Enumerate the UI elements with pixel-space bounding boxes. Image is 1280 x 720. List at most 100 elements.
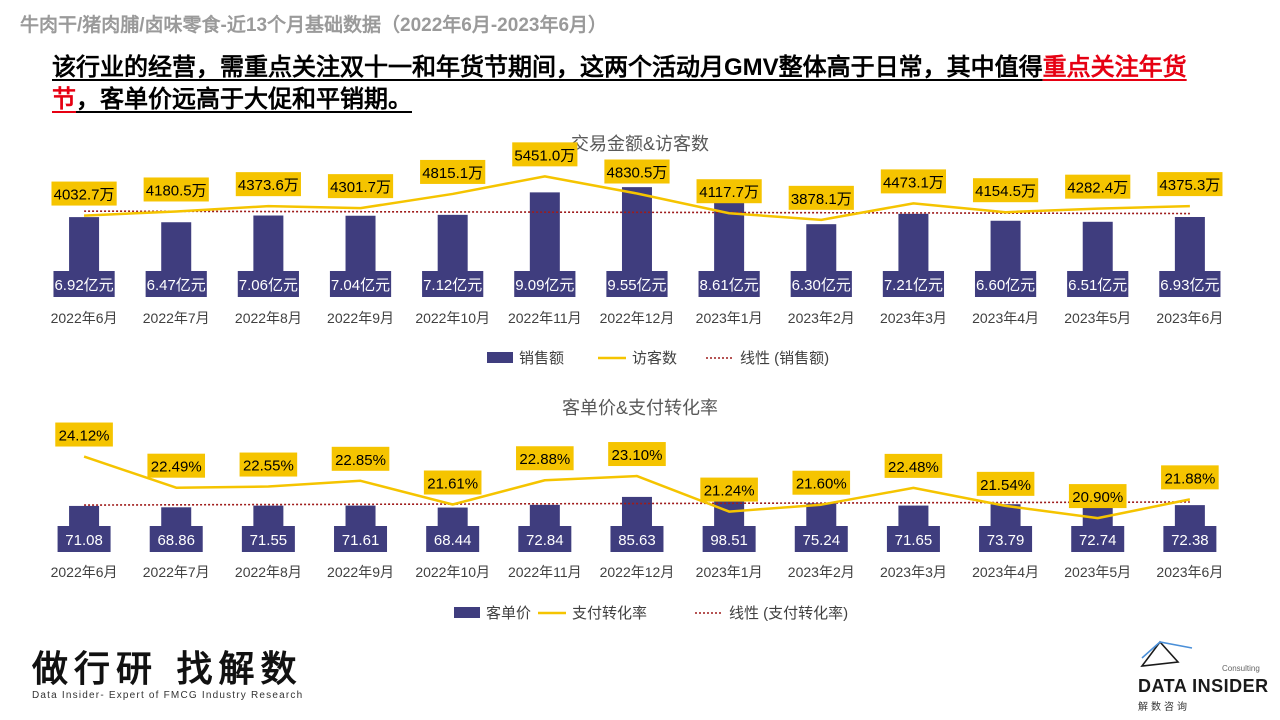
chart-1-bar-label-0: 71.08 [65, 532, 103, 549]
chart-0-line-label-bg-6 [604, 159, 670, 184]
chart-1-line-label-bg-3 [331, 446, 390, 471]
logo-consulting: Consulting [1222, 664, 1260, 673]
chart-1-bar-label-3: 71.61 [342, 532, 380, 549]
data-insider-logo: Consulting DATA INSIDER 解数咨询 [1130, 636, 1270, 716]
chart-0-line-label-10: 4154.5万 [975, 183, 1036, 200]
chart-0-category-10: 2023年4月 [972, 310, 1039, 326]
chart-0-bar-label-3: 7.04亿元 [331, 277, 390, 294]
page-subtitle: 牛肉干/猪肉脯/卤味零食-近13个月基础数据（2022年6月-2023年6月） [20, 15, 608, 36]
chart-1-line-label-2: 22.55% [243, 458, 294, 475]
chart-1-line-label-9: 22.48% [888, 459, 939, 476]
chart-1-bar-label-bg-1 [149, 526, 203, 552]
chart-0-category-1: 2022年7月 [143, 310, 210, 326]
chart-1-bar-label-10: 73.79 [987, 532, 1025, 549]
chart-1-category-5: 2022年11月 [508, 564, 582, 580]
chart-1-bar-label-bg-2 [241, 526, 295, 552]
chart-1-line-label-bg-9 [884, 453, 943, 478]
chart-1-bar-label-4: 68.44 [434, 532, 472, 549]
chart-1-line-label-bg-0 [55, 422, 113, 447]
chart-0-bar-label-bg-12 [1159, 271, 1221, 297]
chart-0-bar-label-bg-10 [974, 271, 1037, 297]
chart-0-line-label-bg-9 [880, 169, 947, 194]
chart-1-category-4: 2022年10月 [415, 564, 490, 580]
chart-1-bar-label-bg-5 [518, 526, 572, 552]
chart-0-bar-label-6: 9.55亿元 [607, 277, 666, 294]
chart-1-category-12: 2023年6月 [1156, 564, 1223, 580]
chart-0-bar-label-5: 9.09亿元 [515, 277, 574, 294]
chart-1-line-label-bg-5 [516, 446, 574, 471]
chart-0-line-label-bg-7 [696, 179, 762, 204]
chart-0-line-label-12: 4375.3万 [1159, 177, 1220, 194]
chart-1-line-label-bg-10 [976, 471, 1035, 496]
chart-0-line-label-9: 4473.1万 [883, 174, 944, 191]
chart-1-category-2: 2022年8月 [235, 564, 302, 580]
chart-1-bar-label-bg-4 [426, 526, 480, 552]
chart-0-bar-label-bg-1 [145, 271, 207, 297]
headline: 该行业的经营，需重点关注双十一和年货节期间，这两个活动月GMV整体高于日常，其中… [52, 52, 1232, 116]
chart-0-bar-label-12: 6.93亿元 [1160, 277, 1219, 294]
chart-0-line-label-bg-2 [235, 172, 301, 197]
chart-0-category-7: 2023年1月 [696, 310, 763, 326]
chart-1-line-label-11: 20.90% [1072, 489, 1123, 506]
chart-1-category-1: 2022年7月 [143, 564, 210, 580]
chart-1-line-label-6: 23.10% [612, 447, 663, 464]
chart-1-line-label-3: 22.85% [335, 452, 386, 469]
chart-1-line-label-1: 22.49% [151, 459, 202, 476]
logo-name: DATA INSIDER [1138, 676, 1269, 696]
logo-cn: 解数咨询 [1138, 702, 1190, 713]
headline-text-1: 该行业的经营，需重点关注双十一和年货节期间，这两个活动月GMV整体高于日常，其中… [52, 54, 1043, 81]
chart-1-legend-bar: 客单价 [486, 605, 531, 622]
chart-0-line-label-3: 4301.7万 [330, 179, 391, 196]
chart-1-legend-bar-swatch [454, 607, 480, 618]
chart-1-bar-label-7: 98.51 [710, 532, 748, 549]
chart-1-line-label-bg-4 [423, 470, 482, 495]
chart-1-bar-label-9: 71.65 [895, 532, 933, 549]
chart-0-bar-label-bg-7 [698, 271, 760, 297]
chart-0-line-label-11: 4282.4万 [1067, 180, 1128, 197]
chart-0-line-label-bg-1 [143, 177, 209, 202]
chart-1-category-10: 2023年4月 [972, 564, 1039, 580]
chart-1-category-6: 2022年12月 [600, 564, 675, 580]
chart-0-category-5: 2022年11月 [508, 310, 582, 326]
chart-0-line-label-bg-12 [1157, 172, 1223, 197]
chart-0-line-label-bg-8 [788, 185, 854, 210]
chart-1-bar-label-8: 75.24 [803, 532, 841, 549]
chart-1-bar-label-11: 72.74 [1079, 532, 1117, 549]
chart-0-bar-label-7: 8.61亿元 [700, 277, 759, 294]
chart-0-category-12: 2023年6月 [1156, 310, 1223, 326]
chart-0-category-2: 2022年8月 [235, 310, 302, 326]
chart-1-line-label-7: 21.24% [704, 483, 755, 500]
chart-1-bar-label-bg-12 [1163, 526, 1217, 552]
logo-mark-icon [1140, 640, 1193, 667]
chart-0-line-label-6: 4830.5万 [607, 165, 668, 182]
chart-1-line-label-4: 21.61% [427, 476, 478, 493]
chart-0-category-3: 2022年9月 [327, 310, 394, 326]
chart-0-category-4: 2022年10月 [415, 310, 490, 326]
chart-0-bar-label-1: 6.47亿元 [147, 277, 206, 294]
chart-1-line-label-8: 21.60% [796, 476, 847, 493]
chart-0-line-label-bg-10 [972, 178, 1039, 203]
chart-1-bar-label-bg-0 [57, 526, 111, 552]
chart-0-bar-label-bg-5 [514, 271, 576, 297]
chart-0-category-9: 2023年3月 [880, 310, 947, 326]
chart-1-bar-label-bg-9 [886, 526, 940, 552]
chart-0-category-0: 2022年6月 [51, 310, 118, 326]
chart-1-category-7: 2023年1月 [696, 564, 763, 580]
chart-0-bar-label-4: 7.12亿元 [423, 277, 482, 294]
chart-0-bar-label-bg-0 [53, 271, 115, 297]
chart-0-category-8: 2023年2月 [788, 310, 855, 326]
chart-0-line-label-5: 5451.0万 [514, 147, 575, 164]
chart-1-line-label-bg-6 [608, 442, 666, 467]
chart-0-bar-label-10: 6.60亿元 [976, 277, 1035, 294]
chart-1-line-label-5: 22.88% [519, 451, 570, 468]
chart-0-bar-label-8: 6.30亿元 [792, 277, 851, 294]
headline-highlight: 重点关注年货节 [52, 54, 1187, 113]
chart-1-bar-label-6: 85.63 [618, 532, 656, 549]
chart-0-bar-label-2: 7.06亿元 [239, 277, 298, 294]
chart-1-bar-label-bg-8 [794, 526, 848, 552]
chart-1-legend-trend: 线性 (支付转化率) [729, 605, 848, 622]
chart-0-title: 交易金额&访客数 [571, 134, 709, 154]
chart-1-bar-label-bg-10 [979, 526, 1033, 552]
chart-0-bar-label-9: 7.21亿元 [884, 277, 943, 294]
